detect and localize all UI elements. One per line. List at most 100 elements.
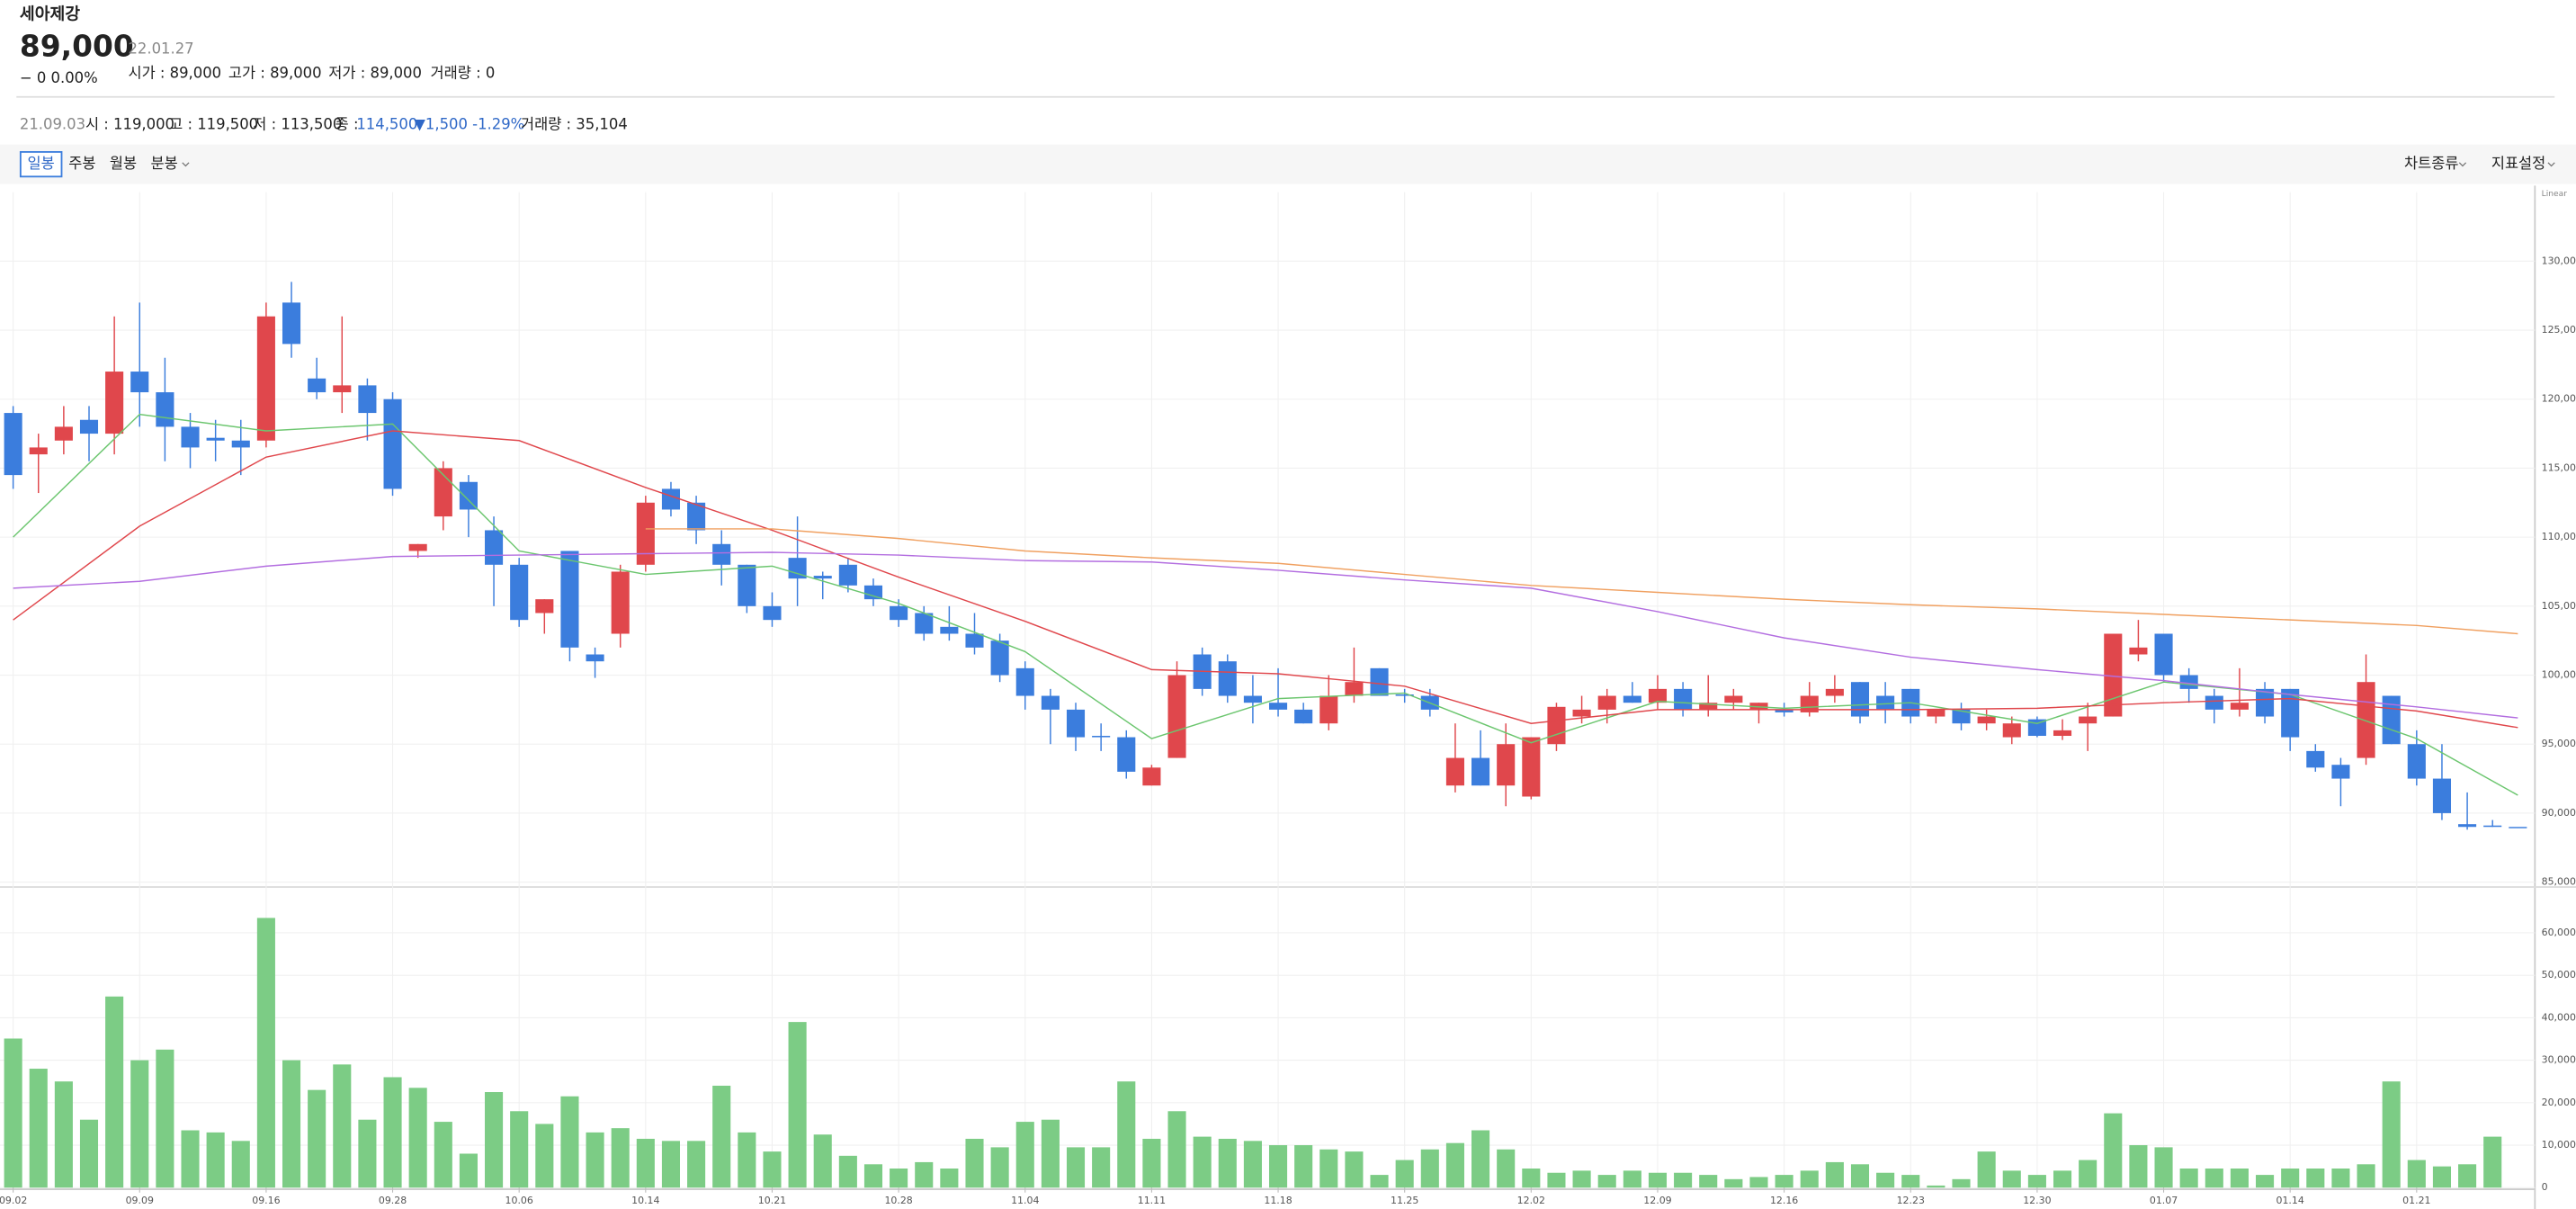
volume-bar bbox=[1977, 1151, 1996, 1188]
volume-bar bbox=[2382, 1081, 2401, 1188]
volume-bar bbox=[181, 1130, 200, 1188]
volume-bar bbox=[308, 1089, 326, 1188]
candle-body bbox=[1775, 709, 1793, 712]
current-price: 89,000 bbox=[20, 28, 134, 63]
x-tick-label: 11.04 bbox=[1011, 1195, 1039, 1206]
volume-bar bbox=[1623, 1170, 1641, 1188]
volume-bar bbox=[2331, 1169, 2350, 1188]
volume-bar bbox=[2281, 1169, 2300, 1188]
chevron bbox=[2547, 162, 2555, 167]
y-tick-label: 125,000 bbox=[2542, 324, 2576, 336]
volume-bar bbox=[485, 1092, 504, 1188]
candle-body bbox=[2483, 825, 2502, 828]
candle-body bbox=[2205, 695, 2223, 710]
volume-bar bbox=[1142, 1138, 1161, 1188]
menu-button[interactable]: 지표설정 bbox=[2491, 155, 2545, 172]
candle-body bbox=[1268, 703, 1288, 710]
volume-bar bbox=[1952, 1178, 1971, 1188]
volume-bar bbox=[863, 1164, 883, 1188]
volume-bar bbox=[1268, 1145, 1288, 1188]
info-close: 114,500 bbox=[356, 115, 417, 132]
candle-body bbox=[2179, 675, 2198, 689]
candle-body bbox=[1648, 688, 1668, 703]
volume-bar bbox=[560, 1096, 579, 1188]
volume-bar bbox=[2256, 1175, 2275, 1188]
candle-body bbox=[2079, 716, 2097, 724]
candle-body bbox=[1041, 695, 1060, 710]
volume-bar bbox=[1775, 1175, 1793, 1188]
candle-body bbox=[1471, 757, 1490, 786]
candle-body bbox=[408, 543, 427, 551]
scale-label: Linear bbox=[2542, 190, 2568, 199]
y-tick-label: 90,000 bbox=[2542, 807, 2576, 819]
volume-bar bbox=[358, 1119, 377, 1188]
candle-body bbox=[1167, 675, 1186, 758]
volume-bar bbox=[130, 1060, 149, 1188]
candle-body bbox=[2154, 633, 2173, 676]
volume-bar bbox=[990, 1147, 1009, 1188]
candle-body bbox=[1345, 682, 1364, 696]
candle-body bbox=[2458, 824, 2477, 828]
period-button-selected[interactable] bbox=[19, 151, 63, 178]
volume-bar bbox=[1724, 1178, 1743, 1188]
candle-body bbox=[130, 372, 149, 393]
candle-body bbox=[1522, 737, 1541, 797]
y-tick-label: 100,000 bbox=[2542, 669, 2576, 681]
moving-average bbox=[13, 430, 2518, 729]
candle-body bbox=[560, 551, 579, 648]
period-button[interactable]: 일봉 bbox=[28, 155, 55, 172]
volume-bar bbox=[586, 1132, 604, 1188]
candle-body bbox=[1395, 694, 1414, 696]
candle-body bbox=[712, 543, 731, 565]
candle-body bbox=[738, 564, 756, 606]
candle-body bbox=[181, 426, 200, 448]
y-tick-label: 0 bbox=[2542, 1181, 2548, 1193]
y-tick-label: 115,000 bbox=[2542, 461, 2576, 473]
candle-body bbox=[485, 530, 504, 565]
x-tick-label: 09.28 bbox=[379, 1195, 407, 1206]
candle-body bbox=[1597, 695, 1616, 710]
volume-bar bbox=[763, 1151, 782, 1188]
x-tick-label: 01.07 bbox=[2150, 1195, 2178, 1206]
volume-bar bbox=[1243, 1141, 1262, 1188]
y-tick-label: 105,000 bbox=[2542, 600, 2576, 612]
info-date: 21.09.03 bbox=[20, 115, 85, 132]
x-tick-label: 12.23 bbox=[1897, 1195, 1925, 1206]
volume-bar bbox=[1497, 1149, 1516, 1188]
candle-body bbox=[282, 302, 301, 345]
x-tick-label: 10.21 bbox=[758, 1195, 786, 1206]
candle-body bbox=[1674, 688, 1693, 710]
chevron bbox=[182, 162, 190, 167]
candle-body bbox=[2407, 744, 2426, 779]
volume-bar bbox=[105, 996, 124, 1188]
stat: 고가 : 89,000 bbox=[228, 65, 322, 82]
period-button[interactable]: 분봉 bbox=[151, 155, 178, 172]
candle-body bbox=[510, 564, 529, 621]
y-tick-label: 110,000 bbox=[2542, 531, 2576, 542]
candle-body bbox=[2357, 682, 2375, 758]
volume-bar bbox=[661, 1141, 681, 1188]
period-button[interactable]: 월봉 bbox=[110, 155, 137, 172]
candle-body bbox=[1623, 695, 1641, 703]
candle-body bbox=[863, 585, 883, 600]
volume-bar bbox=[712, 1085, 731, 1188]
volume-bar bbox=[611, 1128, 630, 1188]
menu-button[interactable]: 차트종류 bbox=[2404, 155, 2458, 172]
candle-body bbox=[763, 605, 782, 621]
stat: 시가 : 89,000 bbox=[128, 65, 221, 82]
candle-body bbox=[1497, 744, 1516, 786]
y-tick-label: 95,000 bbox=[2542, 738, 2576, 749]
volume-bar bbox=[4, 1038, 22, 1188]
candle-body bbox=[1699, 703, 1718, 710]
period-button[interactable]: 주봉 bbox=[68, 155, 95, 172]
volume-bar bbox=[1674, 1172, 1693, 1188]
volume-bar bbox=[54, 1081, 73, 1188]
candle-body bbox=[2331, 765, 2350, 779]
y-tick-label: 40,000 bbox=[2542, 1011, 2576, 1023]
volume-bar bbox=[965, 1138, 984, 1188]
volume-bar bbox=[1117, 1081, 1136, 1188]
candle-body bbox=[1117, 737, 1136, 772]
chevron bbox=[2458, 162, 2467, 167]
